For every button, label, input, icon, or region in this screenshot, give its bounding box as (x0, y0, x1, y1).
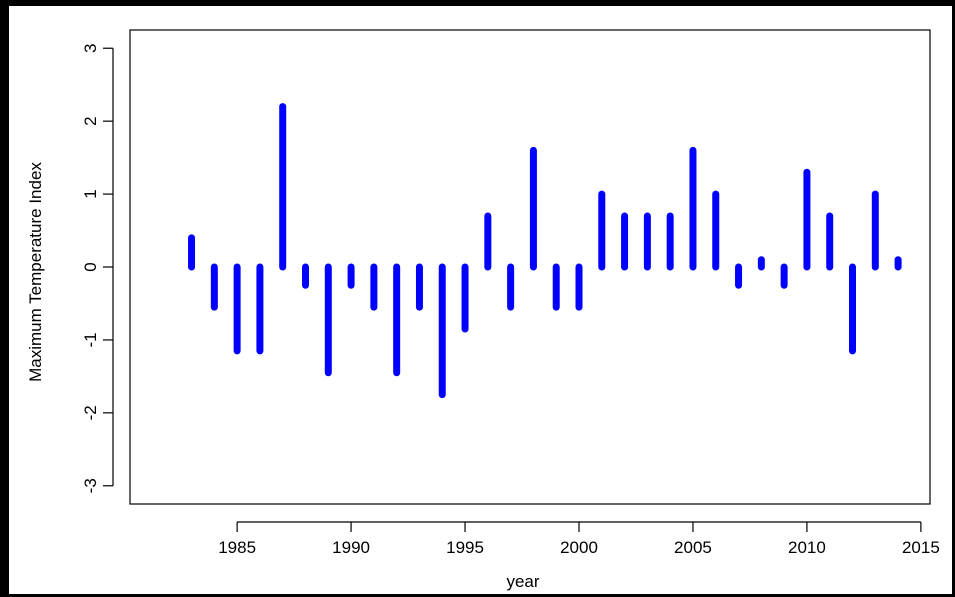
y-tick-label: 1 (81, 189, 100, 198)
x-tick-label: 2010 (788, 538, 826, 557)
y-axis: -3 -2 -1 0 1 2 3 (81, 43, 114, 493)
x-tick-label: 1995 (446, 538, 484, 557)
x-axis: 1985 1990 1995 2000 2005 2010 2015 (218, 521, 940, 557)
x-axis-title: year (506, 572, 539, 591)
x-tick-label: 1990 (332, 538, 370, 557)
plot-box (129, 29, 931, 505)
y-tick-label: -2 (81, 405, 100, 420)
x-tick-label: 2015 (902, 538, 940, 557)
x-tick-label: 2000 (560, 538, 598, 557)
y-tick-label: 3 (81, 43, 100, 52)
y-axis-title: Maximum Temperature Index (26, 162, 45, 382)
y-tick-label: 2 (81, 116, 100, 125)
y-tick-label: -3 (81, 478, 100, 493)
x-tick-label: 2005 (674, 538, 712, 557)
y-tick-label: -1 (81, 332, 100, 347)
x-tick-label: 1985 (218, 538, 256, 557)
bars (188, 103, 902, 399)
y-tick-label: 0 (81, 262, 100, 271)
